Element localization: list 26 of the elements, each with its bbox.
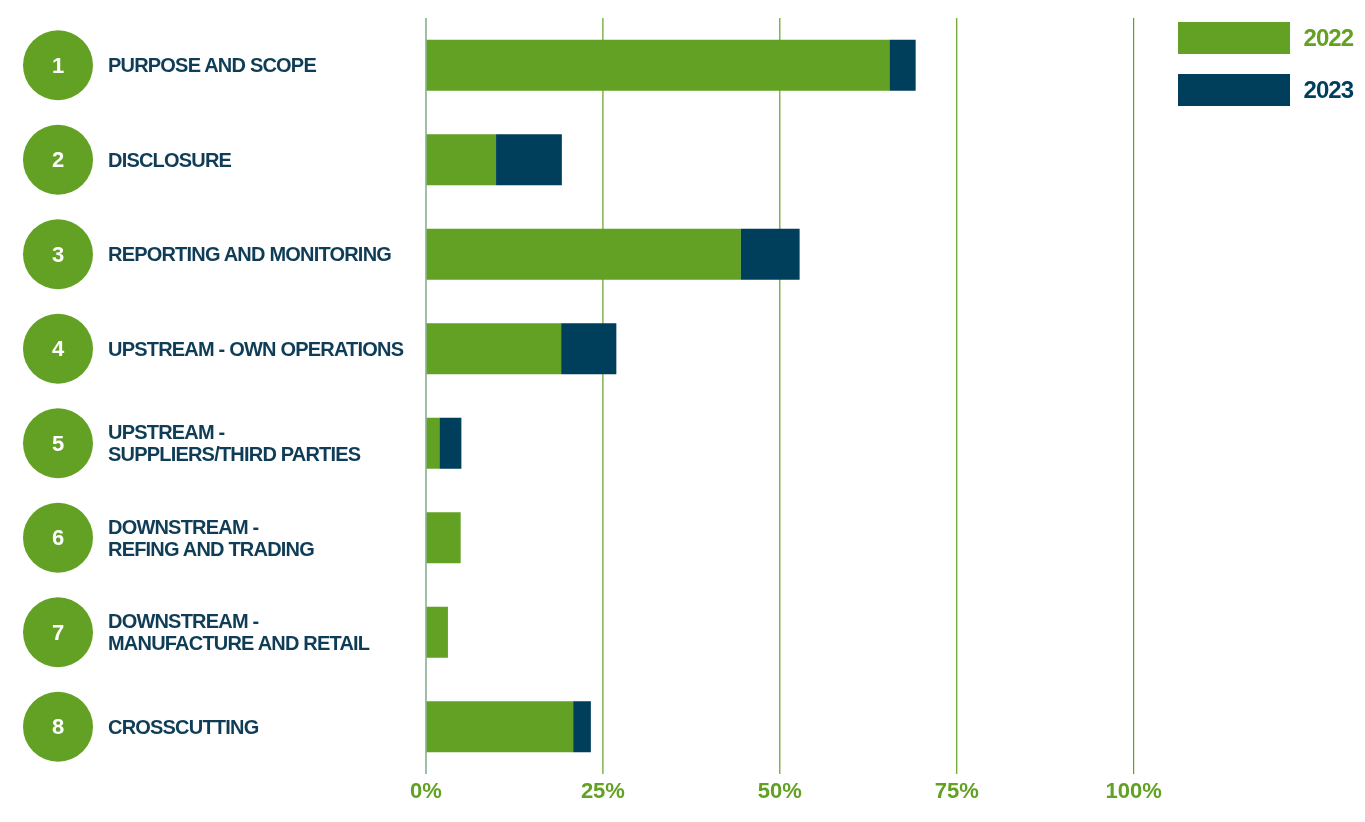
bar [561,323,617,375]
category-label: 4 UPSTREAM - OWN OPERATIONS [51,336,404,362]
bar [573,701,591,753]
category-label: 8 CROSSCUTTING [51,714,259,740]
category-label: 1 PURPOSE AND SCOPE [51,52,316,78]
bar [496,134,562,186]
bar [439,417,462,469]
bar [426,606,448,658]
bar [426,512,461,564]
x-tick-label: 25% [580,777,625,803]
x-tick-label: 0% [410,777,442,803]
category-label: 7 DOWNSTREAM - MANUFACTURE AND RETAIL [51,610,370,655]
bar [426,134,497,186]
category-label: 3 REPORTING AND MONITORING [51,241,392,267]
bar [426,323,562,375]
category-label: 5 UPSTREAM - SUPPLIERS/THIRD PARTIES [51,421,361,466]
x-tick-label: 75% [934,777,979,803]
x-tick-label: 50% [757,777,802,803]
bar [426,701,574,753]
legend-label: 2023 [1303,76,1353,104]
legend-label: 2022 [1303,24,1353,52]
bar [740,228,800,280]
bar [889,39,916,91]
x-tick-label: 100% [1105,777,1162,803]
category-label: 2 DISCLOSURE [51,147,232,173]
category-label: 6 DOWNSTREAM - REFING AND TRADING [51,515,314,560]
